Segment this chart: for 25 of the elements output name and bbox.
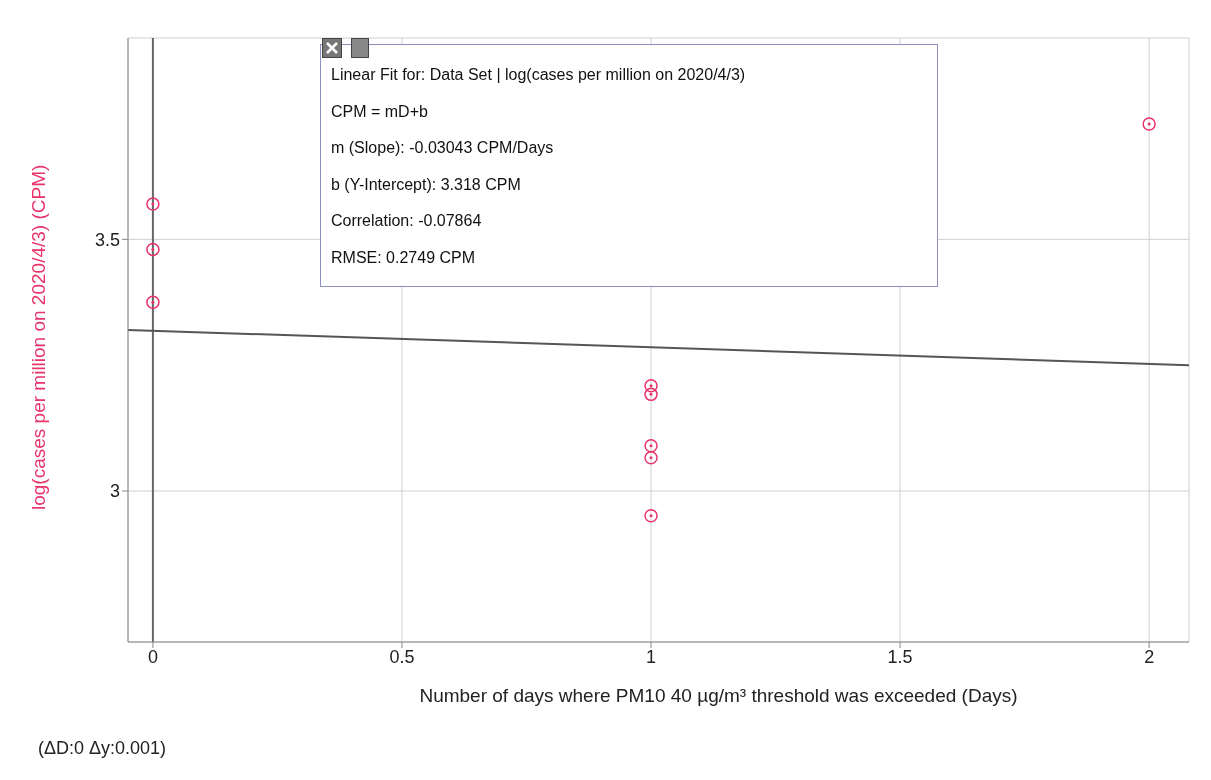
point <box>644 379 658 393</box>
annotation: m (Slope): -0.03043 CPM/Days <box>331 138 555 158</box>
point <box>644 387 658 402</box>
point <box>146 197 160 211</box>
point <box>146 242 160 257</box>
x-tick-label: 0 <box>147 646 158 667</box>
x-axis-title: Number of days where PM10 40 µg/m³ threshold was exceeded (Days) <box>419 685 1018 706</box>
point <box>644 451 658 465</box>
point <box>644 508 658 523</box>
annotation: Linear Fit for: Data Set | log(cases per million on 2020/4/3) <box>331 65 747 85</box>
y-tick-label: 3 <box>109 481 120 502</box>
point <box>146 295 160 309</box>
x-tick-label: 0.5 <box>389 646 415 667</box>
x-tick-label: 2 <box>1144 646 1155 667</box>
y-axis-title: log(cases per million on 2020/4/3) (CPM) <box>27 164 49 510</box>
annotation: Correlation: -0.07864 <box>331 211 483 231</box>
y-tick-label: 3.5 <box>94 229 120 250</box>
text: (ΔD:0 Δy:0.001) <box>38 738 167 759</box>
x-tick-label: 1.5 <box>887 646 913 667</box>
point <box>1142 117 1156 131</box>
x-tick-label: 1 <box>646 646 657 667</box>
annotation: b (Y-Intercept): 3.318 CPM <box>331 174 522 195</box>
annotation: RMSE: 0.2749 CPM <box>331 247 477 268</box>
annotation: CPM = mD+b <box>331 101 429 122</box>
point <box>644 438 658 453</box>
